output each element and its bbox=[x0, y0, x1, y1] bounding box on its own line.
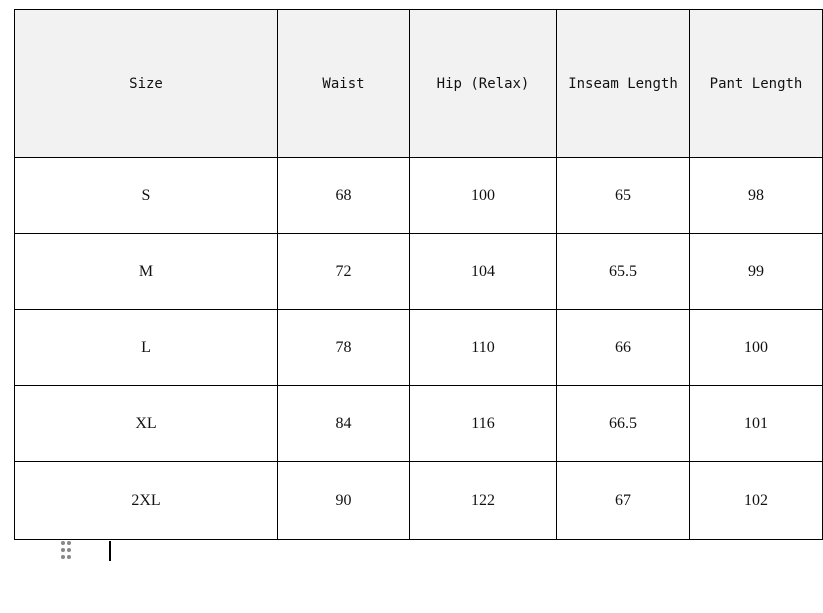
cell[interactable]: 110 bbox=[409, 309, 557, 386]
cell[interactable]: 78 bbox=[277, 309, 410, 386]
cell[interactable]: 100 bbox=[689, 309, 823, 386]
cell[interactable]: 66.5 bbox=[556, 385, 690, 462]
header-row: Size Waist Hip (Relax) Inseam Length Pan… bbox=[14, 9, 823, 158]
drag-handle-icon[interactable] bbox=[61, 541, 73, 559]
cell[interactable]: XL bbox=[14, 385, 278, 462]
header-waist[interactable]: Waist bbox=[277, 9, 410, 158]
cell[interactable]: L bbox=[14, 309, 278, 386]
cell[interactable]: 99 bbox=[689, 233, 823, 310]
cell[interactable]: 101 bbox=[689, 385, 823, 462]
cell[interactable]: 72 bbox=[277, 233, 410, 310]
cell[interactable]: 90 bbox=[277, 461, 410, 540]
header-inseam[interactable]: Inseam Length bbox=[556, 9, 690, 158]
cell[interactable]: S bbox=[14, 157, 278, 234]
text-cursor bbox=[109, 541, 111, 561]
cell[interactable]: 102 bbox=[689, 461, 823, 540]
cell[interactable]: 68 bbox=[277, 157, 410, 234]
cell[interactable]: 104 bbox=[409, 233, 557, 310]
cell[interactable]: 2XL bbox=[14, 461, 278, 540]
cell[interactable]: M bbox=[14, 233, 278, 310]
size-chart-table: Size Waist Hip (Relax) Inseam Length Pan… bbox=[14, 9, 823, 540]
cell[interactable]: 116 bbox=[409, 385, 557, 462]
header-hip[interactable]: Hip (Relax) bbox=[409, 9, 557, 158]
cell[interactable]: 67 bbox=[556, 461, 690, 540]
table-row: 2XL 90 122 67 102 bbox=[14, 461, 823, 540]
cell[interactable]: 122 bbox=[409, 461, 557, 540]
table-row: S 68 100 65 98 bbox=[14, 157, 823, 234]
table-row: L 78 110 66 100 bbox=[14, 309, 823, 386]
table-row: XL 84 116 66.5 101 bbox=[14, 385, 823, 462]
cell[interactable]: 100 bbox=[409, 157, 557, 234]
cell[interactable]: 66 bbox=[556, 309, 690, 386]
cell[interactable]: 84 bbox=[277, 385, 410, 462]
header-size[interactable]: Size bbox=[14, 9, 278, 158]
cell[interactable]: 65.5 bbox=[556, 233, 690, 310]
cell[interactable]: 98 bbox=[689, 157, 823, 234]
cell[interactable]: 65 bbox=[556, 157, 690, 234]
table-row: M 72 104 65.5 99 bbox=[14, 233, 823, 310]
header-pant-length[interactable]: Pant Length bbox=[689, 9, 823, 158]
